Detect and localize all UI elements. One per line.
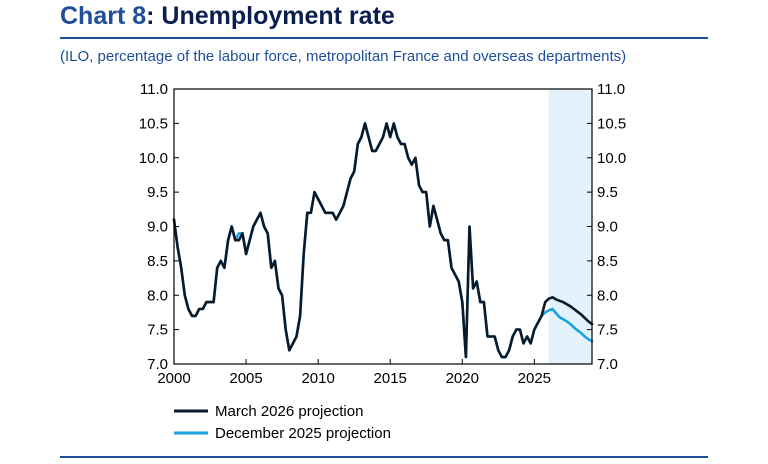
- x-tick-label: 2005: [229, 370, 262, 387]
- y-tick-label-right: 7.5: [597, 322, 618, 339]
- y-tick-label-left: 9.0: [147, 219, 168, 236]
- y-tick-label-left: 11.0: [140, 81, 168, 98]
- y-tick-label-left: 10.5: [139, 115, 168, 132]
- y-tick-label-right: 10.0: [597, 150, 626, 167]
- y-tick-label-left: 8.0: [147, 287, 168, 304]
- x-tick-label: 2015: [374, 370, 407, 387]
- y-tick-label-right: 10.5: [597, 115, 626, 132]
- chart-title: Chart 8: Unemployment rate: [60, 2, 395, 31]
- x-tick-label: 2010: [301, 370, 334, 387]
- y-tick-label-left: 10.0: [139, 150, 168, 167]
- x-tick-label: 2000: [157, 370, 190, 387]
- y-tick-label-right: 7.0: [597, 356, 618, 373]
- y-tick-label-left: 7.5: [147, 322, 168, 339]
- axis-ticks: 7.0 7.5 8.0 8.5 9.0 9.5 10.0 10.5 11.0 7.0 7.5 8.0 8…: [139, 81, 626, 387]
- y-tick-label-right: 9.5: [597, 184, 618, 201]
- y-tick-label-right: 11.0: [597, 81, 625, 98]
- y-tick-label-left: 7.0: [147, 356, 168, 373]
- y-tick-label-right: 8.5: [597, 253, 618, 270]
- x-tick-label: 2025: [518, 370, 551, 387]
- x-tick-label: 2020: [446, 370, 479, 387]
- chart-title-text: : Unemployment rate: [146, 2, 395, 30]
- y-tick-label-right: 8.0: [597, 287, 618, 304]
- legend-label: March 2026 projection: [215, 403, 363, 420]
- series-line-march-2026: [172, 122, 594, 359]
- chart-number: Chart 8: [60, 2, 147, 30]
- series-lines: [172, 122, 594, 359]
- y-tick-label-left: 8.5: [147, 253, 168, 270]
- bottom-rule: [60, 456, 708, 458]
- chart-subtitle: (ILO, percentage of the labour force, me…: [60, 48, 627, 65]
- y-tick-label-left: 9.5: [147, 184, 168, 201]
- plot-frame: [173, 88, 593, 365]
- legend-label: December 2025 projection: [215, 425, 391, 442]
- legend: March 2026 projection December 2025 proje…: [174, 403, 391, 442]
- top-rule: [60, 37, 708, 39]
- y-tick-label-right: 9.0: [597, 219, 618, 236]
